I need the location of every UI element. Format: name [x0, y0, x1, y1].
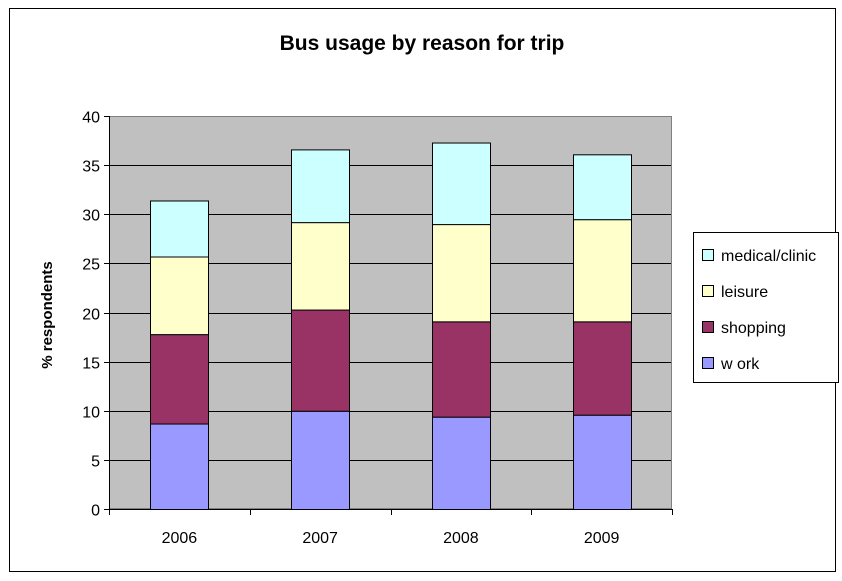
bar-segment: [432, 142, 491, 226]
y-tick-label: 20: [82, 307, 100, 324]
bar-segment: [573, 219, 632, 323]
bar-segment: [150, 200, 209, 258]
bar-segment: [573, 414, 632, 510]
legend-swatch: [702, 357, 714, 369]
legend-swatch: [702, 321, 714, 333]
legend: medical/clinic leisure shopping w ork: [693, 232, 839, 383]
legend-label: medical/clinic: [721, 248, 816, 265]
legend-label: shopping: [721, 320, 786, 337]
x-tick-label: 2008: [443, 530, 479, 547]
x-tick-label: 2007: [302, 530, 338, 547]
y-tick-label: 10: [82, 405, 100, 422]
bar-segment: [291, 309, 350, 412]
y-tick-label: 25: [82, 257, 100, 274]
bar-segment: [291, 410, 350, 510]
legend-label: w ork: [720, 356, 760, 373]
bar-segment: [291, 222, 350, 311]
bar-segment: [573, 321, 632, 416]
legend-swatch: [702, 249, 714, 261]
legend-label: leisure: [721, 284, 768, 301]
legend-swatch: [702, 285, 714, 297]
bar-segment: [291, 149, 350, 224]
y-tick-label: 0: [91, 503, 100, 520]
y-tick-label: 35: [82, 159, 100, 176]
x-tick-label: 2009: [584, 530, 620, 547]
bar-segment: [150, 256, 209, 336]
y-tick-label: 15: [82, 356, 100, 373]
bar-segment: [573, 154, 632, 221]
y-tick-label: 30: [82, 208, 100, 225]
chart-title: Bus usage by reason for trip: [280, 32, 565, 55]
y-tick-label: 5: [91, 454, 100, 471]
legend-box: [693, 232, 839, 383]
plot-area: 0 5 10 15 20 25 30 35 40 2006 2007 2008 2009: [82, 110, 673, 547]
bar-segment: [432, 416, 491, 510]
bar-segment: [150, 423, 209, 510]
y-tick-label: 40: [82, 110, 100, 127]
bar-segment: [150, 334, 209, 425]
y-axis-label: % respondents: [39, 261, 56, 369]
bar-segment: [432, 321, 491, 418]
bar-segment: [432, 224, 491, 323]
x-tick-label: 2006: [162, 530, 198, 547]
